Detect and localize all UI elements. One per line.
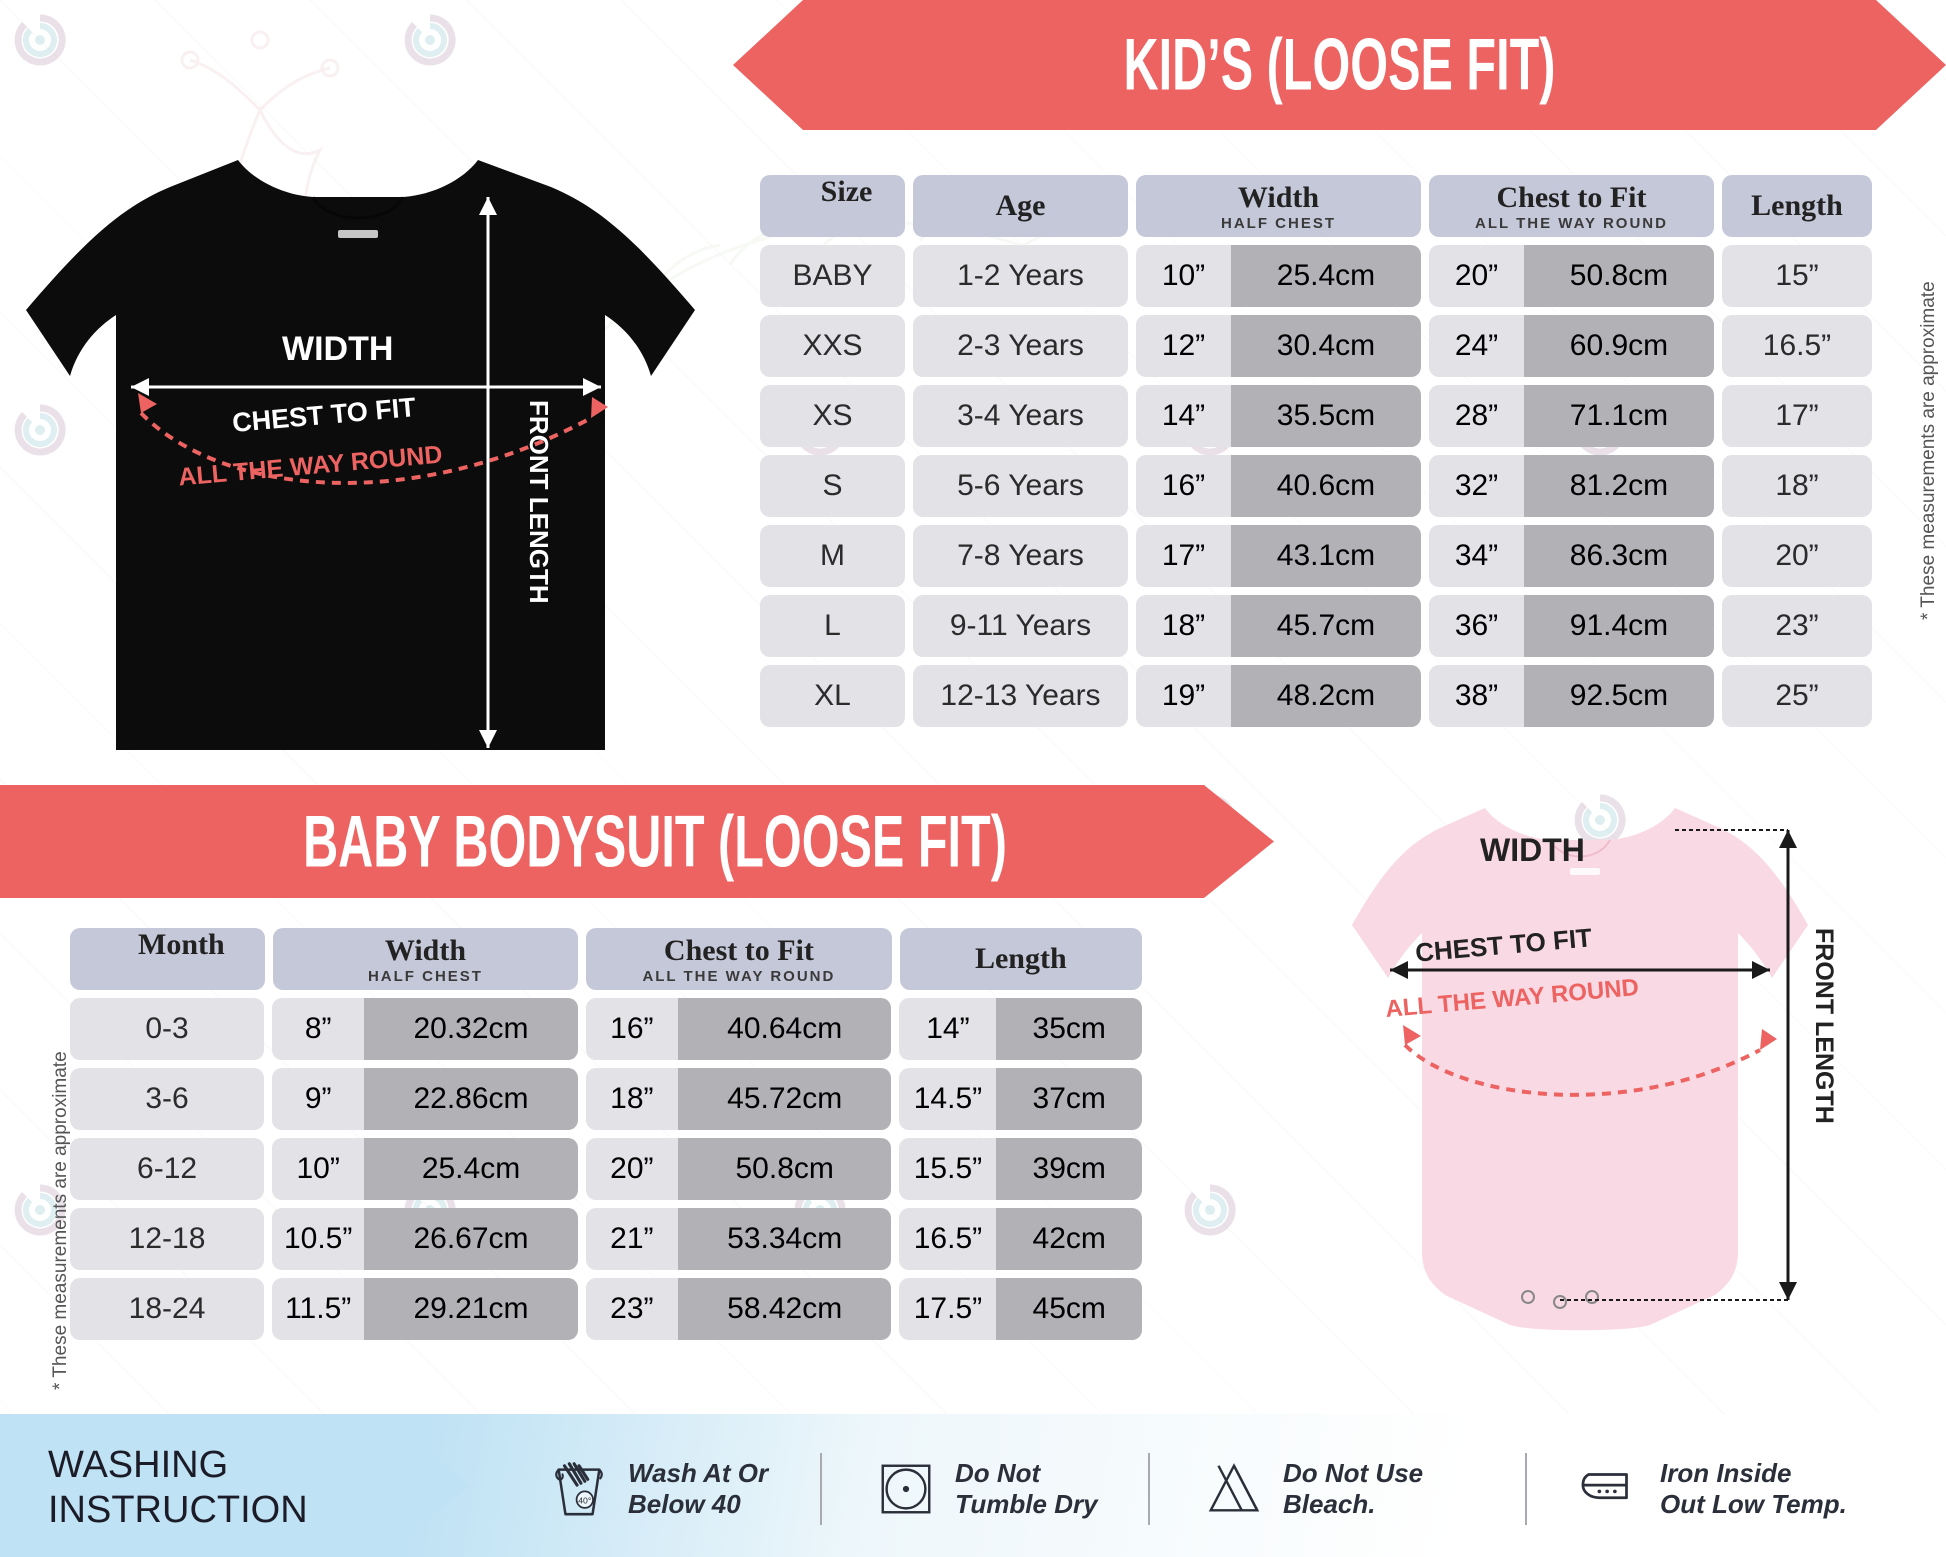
svg-text:40°: 40° bbox=[578, 1496, 591, 1506]
